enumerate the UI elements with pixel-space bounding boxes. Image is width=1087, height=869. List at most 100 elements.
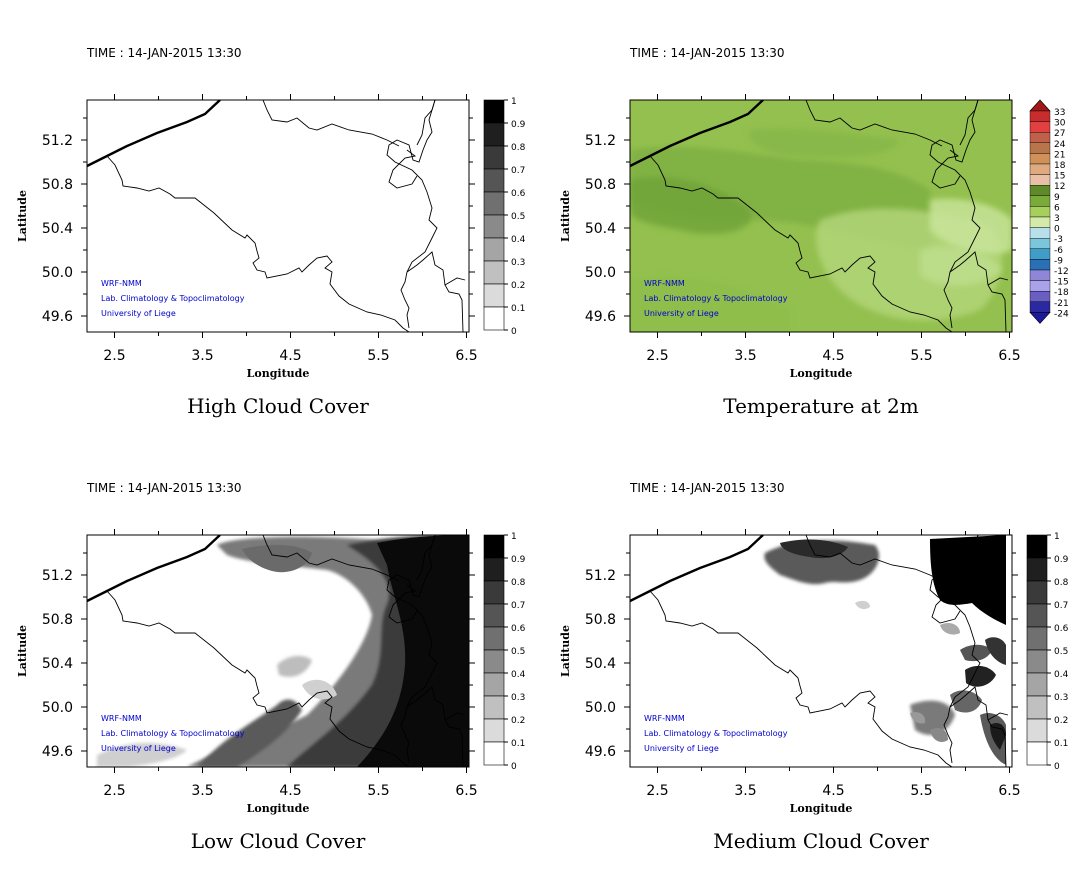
- x-tick-label: 2.5: [103, 783, 125, 799]
- legend-tick-label: 0.2: [511, 281, 525, 291]
- legend-tick-label: 0.5: [511, 212, 525, 222]
- legend-bin: [1029, 227, 1051, 239]
- panel-title: High Cloud Cover: [187, 394, 369, 418]
- legend-tick-label: 1: [511, 97, 517, 107]
- cloud-patch-light: [277, 655, 312, 677]
- cloud-patch: [242, 544, 312, 573]
- credit-line: University of Liege: [101, 744, 176, 753]
- x-axis-label: Longitude: [790, 802, 853, 815]
- cloud-patch: [985, 637, 1006, 665]
- legend-tick-label: 0.8: [1054, 578, 1069, 588]
- y-tick-label: 50.8: [42, 612, 73, 628]
- border-luxembourg: [949, 686, 1009, 767]
- x-tick-label: 4.5: [279, 783, 301, 799]
- y-axis-label: Latitude: [559, 625, 572, 677]
- legend-bin: [483, 214, 505, 239]
- country-borders: [630, 100, 1009, 332]
- legend-bin: [1026, 534, 1048, 559]
- legend-tick-label: 3: [1054, 214, 1060, 224]
- legend-tick-label: 15: [1054, 172, 1065, 182]
- legend-tick-label: 0.8: [511, 143, 526, 153]
- legend-arrow-top: [1029, 99, 1051, 112]
- panel-title: Medium Cloud Cover: [713, 829, 929, 853]
- border-belgium: [649, 535, 981, 767]
- colorbar-legend: 1 0.9 0.8 0.7 0.6 0.5 0.4 0.3 0.2 0.1 0: [483, 97, 526, 337]
- cloud-patch: [960, 644, 992, 662]
- legend-tick-label: -12: [1054, 267, 1069, 277]
- time-label: TIME : 14-JAN-2015 13:30: [629, 481, 785, 495]
- plot-frame: [86, 534, 470, 768]
- legend-tick-label: 0.7: [511, 166, 525, 176]
- legend-bin: [483, 580, 505, 605]
- legend-tick-label: 0: [1054, 225, 1060, 235]
- time-label: TIME : 14-JAN-2015 13:30: [629, 46, 785, 60]
- y-tick-label: 50.4: [42, 656, 73, 672]
- x-tick-label: 5.5: [367, 783, 389, 799]
- legend-tick-label: 6: [1054, 203, 1060, 213]
- panel-title: Low Cloud Cover: [191, 829, 366, 853]
- y-axis-label: Latitude: [16, 625, 29, 677]
- border-belgium: [106, 535, 438, 767]
- legend-tick-label: 0: [1054, 762, 1060, 772]
- legend-tick-label: 0.4: [1054, 670, 1069, 680]
- cloud-band-black: [357, 535, 469, 767]
- legend-tick-label: 0.5: [511, 647, 525, 657]
- legend-bin: [483, 557, 505, 582]
- y-tick-label: 51.2: [585, 568, 616, 584]
- x-tick-label: 3.5: [191, 783, 213, 799]
- legend-tick-label: 18: [1054, 161, 1066, 171]
- legend-bin: [1029, 195, 1051, 207]
- y-tick-label: 50.4: [585, 221, 616, 237]
- legend-bin: [1029, 132, 1051, 144]
- x-axis-label: Longitude: [790, 367, 853, 380]
- legend-tick-label: 0.6: [1054, 624, 1069, 634]
- legend-bin: [1029, 206, 1051, 218]
- credit-line: WRF-NMM: [101, 279, 142, 288]
- panel-title: Temperature at 2m: [723, 394, 918, 418]
- legend-tick-label: 0.2: [511, 716, 525, 726]
- legend-bin: [1029, 269, 1051, 281]
- x-tick-label: 6.5: [998, 783, 1020, 799]
- y-tick-label: 51.2: [42, 568, 73, 584]
- x-tick-label: 6.5: [998, 348, 1020, 364]
- y-tick-label: 49.6: [42, 744, 73, 760]
- border-netherlands: [805, 100, 979, 189]
- y-tick-label: 50.8: [585, 177, 616, 193]
- cloud-patch: [197, 699, 302, 767]
- legend-tick-label: -6: [1054, 246, 1063, 256]
- time-label: TIME : 14-JAN-2015 13:30: [86, 46, 242, 60]
- legend-bin: [1029, 121, 1051, 133]
- x-tick-label: 4.5: [279, 348, 301, 364]
- panel-medium-cloud: TIME : 14-JAN-2015 13:30 WRF-NMM Lab. Cli…: [559, 481, 1069, 853]
- legend-tick-label: 0.1: [511, 304, 525, 314]
- legend-tick-label: 0.9: [511, 555, 526, 565]
- legend-tick-label: -9: [1054, 256, 1063, 266]
- border-luxembourg: [406, 251, 466, 332]
- temp-region: [630, 277, 790, 332]
- credit-line: WRF-NMM: [101, 714, 142, 723]
- legend-bin: [1026, 603, 1048, 628]
- legend-bin: [1029, 110, 1051, 122]
- cloud-hole: [302, 679, 337, 700]
- x-tick-label: 6.5: [455, 348, 477, 364]
- legend-tick-label: 0.2: [1054, 716, 1068, 726]
- legend-bin: [1029, 184, 1051, 196]
- credits-block: WRF-NMM Lab. Climatology & Topoclimatolog…: [644, 714, 788, 753]
- legend-bin: [1026, 580, 1048, 605]
- legend-bin: [1026, 718, 1048, 743]
- axis-ticks: 2.5 3.5 4.5 5.5 6.5 51.2 50.8 50.4 50.0 49.6 Longi…: [559, 529, 1021, 815]
- time-label: TIME : 14-JAN-2015 13:30: [86, 481, 242, 495]
- legend-bin: [1029, 216, 1051, 228]
- y-tick-label: 50.0: [42, 700, 73, 716]
- temp-region: [630, 176, 752, 234]
- legend-tick-label: 27: [1054, 129, 1065, 139]
- legend-tick-label: -24: [1054, 309, 1069, 319]
- legend-bin: [1029, 301, 1051, 313]
- y-tick-label: 49.6: [585, 744, 616, 760]
- legend-tick-label: 0.9: [511, 120, 526, 130]
- panel-high-cloud: TIME : 14-JAN-2015 13:30 WRF-NMM Lab. Cli…: [16, 46, 526, 418]
- y-tick-label: 50.0: [585, 700, 616, 716]
- y-tick-label: 49.6: [42, 309, 73, 325]
- x-tick-label: 2.5: [646, 348, 668, 364]
- legend-tick-label: 0.5: [1054, 647, 1068, 657]
